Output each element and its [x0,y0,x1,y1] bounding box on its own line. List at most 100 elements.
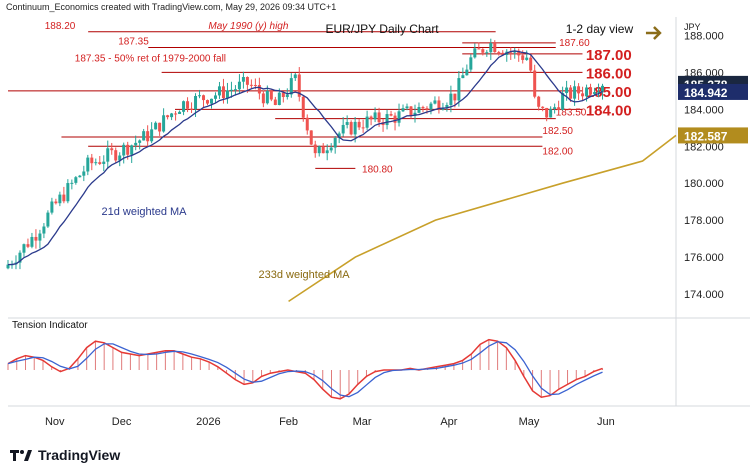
candle [78,174,82,178]
level-label: 187.35 - 50% ret of 1979-2000 fall [75,53,226,64]
currency-label: JPY [684,22,701,32]
candle [345,115,349,129]
candle [413,104,417,123]
candle-body [477,48,481,50]
candle [162,108,166,133]
candle-body [178,111,182,115]
candle-body [365,116,369,128]
candle [553,103,557,114]
candle-body [233,89,237,91]
candle-body [389,114,393,116]
candle [130,144,134,163]
ma21-label: 21d weighted MA [102,206,188,218]
candle-body [481,49,485,53]
candle-body [94,162,98,164]
candle [357,118,361,131]
candle-body [182,101,186,112]
candle [317,145,321,157]
candle [14,255,18,270]
candle [261,90,265,108]
candle [369,115,373,126]
candle [54,198,58,205]
candle-body [277,92,281,106]
candle-body [118,155,122,161]
candle-body [217,86,221,96]
candle-body [297,74,301,97]
candle-body [102,161,106,164]
candle [50,197,54,215]
candle-body [561,93,565,110]
candle [138,139,142,150]
candle [202,94,206,108]
candle-body [241,77,245,82]
candle-body [397,111,401,123]
candle [217,81,221,99]
candle [237,74,241,94]
level-label: 184.00 [586,102,632,119]
candle-body [221,86,225,99]
candle-body [349,122,353,135]
x-tick-label: Jun [597,416,615,428]
candle [70,179,74,190]
candle-body [90,157,94,164]
y-tick-label: 176.000 [684,252,724,264]
candle-body [26,244,30,247]
candle [493,40,497,53]
candle [106,140,110,169]
level-label: 187.60 [559,38,590,49]
candle [178,110,182,115]
candle [42,223,46,239]
chart-canvas: 188.000186.000184.000182.000180.000178.0… [6,17,750,428]
candle-body [194,95,198,110]
candle-body [134,142,138,146]
candle-body [437,100,441,110]
candle-body [213,95,217,99]
candle [309,130,313,146]
candle [329,143,333,153]
candle [154,121,158,130]
candle-body [541,106,545,108]
candle [589,83,593,98]
y-tick-label: 180.000 [684,178,724,190]
x-tick-label: Feb [279,416,298,428]
candle-body [545,107,549,118]
candle [190,102,194,113]
candle-body [6,264,10,269]
candle [441,102,445,111]
candle [46,210,50,228]
level-label: 180.80 [362,164,393,175]
chart-credit: Continuum_Economics created with Trading… [6,2,337,12]
candle-body [345,122,349,125]
candle-body [469,57,473,70]
view-arrow-icon [645,26,662,40]
candle-body [373,112,377,120]
level-label: 188.20 [45,21,76,32]
candle-body [70,182,74,184]
candle-body [313,144,317,154]
ma21-price-tag: 184.942 [684,86,728,100]
candle [289,73,293,98]
candle-body [501,52,505,56]
candle-body [357,121,361,128]
candle [449,85,453,113]
candle-body [453,93,457,101]
candle [170,112,174,121]
ma21-price-tag-bg [678,83,748,100]
candle-body [405,106,409,109]
candle-body [445,104,449,109]
candle-body [577,86,581,94]
candle [206,99,210,106]
candle-body [493,43,497,53]
candle-body [86,157,90,172]
candle [150,122,154,144]
candle-body [321,146,325,154]
candle-body [289,78,293,95]
candle [58,191,62,207]
candle-body [257,85,261,94]
candle [18,250,22,270]
candle-body [166,115,170,118]
candle [118,152,122,167]
candle [86,154,90,176]
candle-body [417,107,421,113]
candle [561,86,565,111]
